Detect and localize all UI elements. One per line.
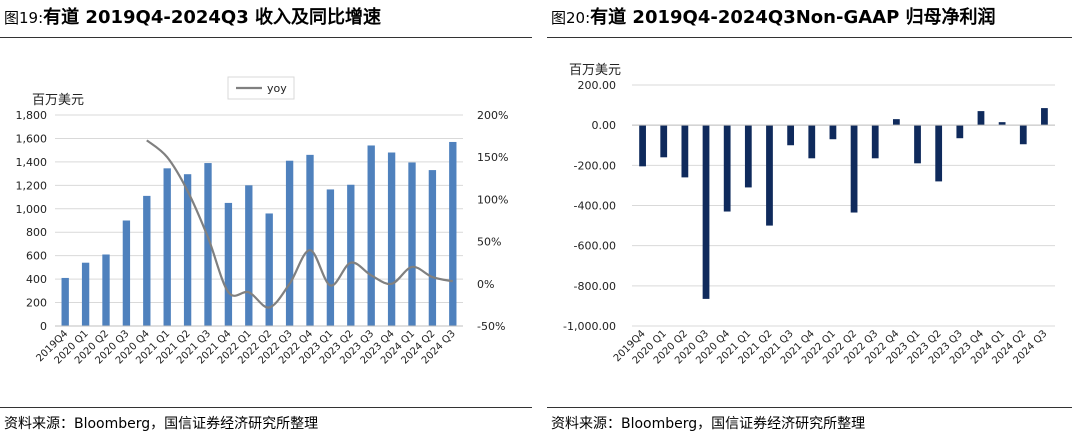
revenue-bar [306, 154, 314, 326]
net-profit-bar [766, 125, 773, 226]
left-axis-tick-label: 600 [26, 250, 47, 263]
y-axis-tick-label: -400.00 [574, 200, 616, 213]
right-axis-tick-label: 0% [477, 278, 494, 291]
net-profit-bar [1019, 125, 1027, 145]
net-profit-chart: 百万美元 -1,000.00 -800.00 -600.00 -400.00 -200.0… [563, 63, 1055, 366]
revenue-bar [326, 189, 335, 326]
figure-19-panel: 图19:有道 2019Q4-2024Q3 收入及同比增速 百万美元 0 200 400… [0, 4, 532, 432]
figure-20-bottom-rule [547, 407, 1072, 408]
revenue-bar [102, 254, 110, 326]
revenue-bar [224, 202, 233, 326]
revenue-bar [265, 213, 273, 326]
net-profit-bar [660, 125, 668, 158]
figure-20-number: 图20: [551, 9, 591, 27]
net-profit-bar [808, 125, 816, 159]
legend-yoy-label: yoy [267, 82, 287, 95]
net-profit-bar [787, 125, 795, 146]
y-axis-tick-label: 200.00 [578, 79, 617, 92]
left-axis-tick-label: 800 [26, 226, 47, 239]
figure-19-bottom-rule [0, 407, 532, 408]
figure-20-top-rule [547, 37, 1072, 38]
net-profit-bar [1041, 108, 1048, 126]
revenue-bar [285, 160, 294, 326]
yoy-line [146, 139, 454, 309]
axis-unit-label: 百万美元 [569, 63, 621, 78]
revenue-bar [143, 195, 151, 326]
y-axis-tick-label: -1,000.00 [563, 320, 616, 333]
left-axis-tick-label: 400 [26, 273, 47, 286]
net-profit-bar [702, 125, 710, 299]
left-axis-tick-label: 0 [40, 320, 47, 333]
net-profit-bar [871, 125, 879, 159]
net-profit-bar [639, 125, 646, 167]
left-axis-tick-label: 200 [26, 297, 47, 310]
net-profit-bar [935, 125, 943, 182]
revenue-bar [367, 145, 375, 326]
left-axis-unit-label: 百万美元 [32, 93, 84, 108]
y-axis-tick-label: 0.00 [592, 119, 617, 132]
left-axis-tick-label: 1,200 [16, 179, 48, 192]
right-axis-tick-label: -50% [477, 320, 505, 333]
right-axis-tick-label: 200% [477, 109, 508, 122]
revenue-bar [347, 184, 355, 326]
left-axis-tick-label: 1,800 [16, 109, 48, 122]
revenue-bar [81, 262, 90, 326]
net-profit-bar [998, 122, 1006, 126]
revenue-bar [428, 170, 437, 326]
revenue-bar [408, 162, 416, 326]
net-profit-bar [681, 125, 689, 178]
net-profit-bar [977, 111, 985, 126]
figure-20-panel: 图20:有道 2019Q4-2024Q3Non-GAAP 归母净利润 百万美元 -… [547, 0, 1080, 441]
left-axis-tick-label: 1,000 [16, 203, 48, 216]
y-axis-tick-label: -800.00 [574, 280, 616, 293]
revenue-bar [163, 168, 171, 326]
figure-20-heading: 有道 2019Q4-2024Q3Non-GAAP 归母净利润 [590, 7, 996, 28]
right-axis-tick-label: 50% [477, 236, 501, 249]
right-axis-tick-label: 150% [477, 151, 508, 164]
y-axis-tick-label: -600.00 [574, 240, 616, 253]
figure-20-source: 资料来源：Bloomberg，国信证券经济研究所整理 [551, 416, 866, 432]
net-profit-bar [723, 125, 731, 212]
net-profit-bar [829, 125, 837, 140]
figure-20-title: 图20:有道 2019Q4-2024Q3Non-GAAP 归母净利润 [551, 4, 996, 32]
figure-19-source: 资料来源：Bloomberg，国信证券经济研究所整理 [4, 416, 319, 432]
revenue-bar [387, 152, 396, 326]
y-axis-tick-label: -200.00 [574, 159, 616, 172]
net-profit-bar [850, 125, 858, 213]
net-profit-bar [914, 125, 921, 164]
left-axis-tick-label: 1,600 [16, 132, 48, 145]
net-profit-bar [744, 125, 752, 188]
left-axis-tick-label: 1,400 [16, 156, 48, 169]
revenue-bar [61, 277, 69, 326]
revenue-bar [449, 141, 457, 326]
figure-19-heading: 有道 2019Q4-2024Q3 收入及同比增速 [43, 7, 382, 28]
right-axis-tick-label: 100% [477, 193, 508, 206]
revenue-bar [122, 220, 131, 326]
revenue-yoy-chart: 百万美元 0 200 400 600 800 1,000 1,200 1,400 1,600 1,8… [16, 76, 508, 366]
revenue-bar [183, 174, 192, 326]
figure-19-title: 图19:有道 2019Q4-2024Q3 收入及同比增速 [4, 4, 381, 32]
revenue-bar [204, 163, 212, 326]
net-profit-bar [956, 125, 964, 139]
net-profit-bar [892, 119, 900, 126]
figure-19-top-rule [0, 37, 532, 38]
revenue-bar [245, 185, 253, 326]
figure-19-number: 图19: [4, 9, 44, 27]
